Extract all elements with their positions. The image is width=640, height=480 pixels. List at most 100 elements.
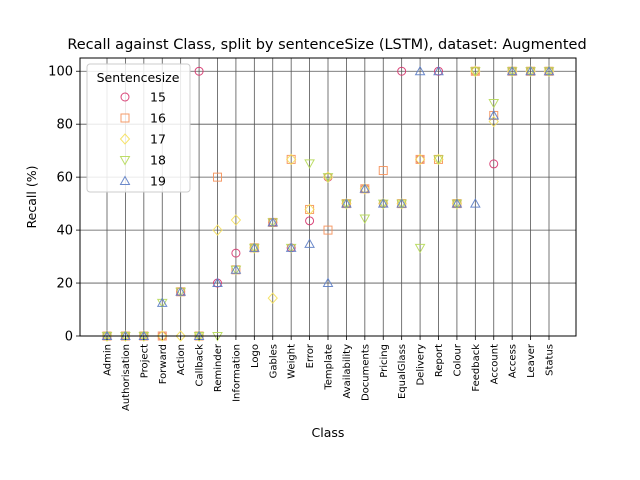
data-point — [397, 66, 407, 76]
x-tick-label: EqualGlass — [397, 344, 408, 399]
x-tick-label: Availability — [342, 344, 353, 399]
chart-title: Recall against Class, split by sentenceS… — [67, 37, 586, 53]
data-point — [359, 214, 371, 224]
data-point — [304, 238, 315, 248]
y-tick-label: 60 — [56, 171, 73, 186]
x-tick-label: Delivery — [416, 344, 427, 386]
data-point — [543, 65, 555, 76]
legend-label: 18 — [150, 153, 166, 168]
data-point — [414, 153, 426, 166]
x-tick-label: Information — [231, 344, 242, 402]
y-axis-label: Recall (%) — [24, 166, 39, 229]
x-tick-label: Template — [324, 344, 335, 391]
legend-item-15: 15 — [120, 90, 166, 105]
y-tick-label: 0 — [65, 330, 73, 345]
x-axis-label: Class — [312, 425, 345, 440]
legend-item-18: 18 — [119, 153, 166, 168]
data-point — [231, 248, 241, 258]
data-point — [285, 242, 297, 252]
x-tick-label: Feedback — [471, 344, 482, 392]
series-19 — [101, 65, 555, 340]
x-tick-label: Colour — [452, 343, 463, 376]
data-point — [213, 172, 222, 182]
data-point — [378, 166, 388, 176]
data-point — [377, 198, 389, 208]
legend-marker — [119, 175, 131, 185]
legend-label: 15 — [150, 90, 166, 105]
legend-marker — [119, 133, 131, 145]
data-point — [157, 330, 168, 342]
data-point — [489, 159, 499, 169]
data-point — [194, 66, 204, 76]
legend-item-17: 17 — [119, 132, 166, 147]
data-point — [414, 65, 426, 76]
data-point — [267, 216, 279, 227]
data-point — [304, 203, 315, 216]
grid — [80, 58, 576, 337]
legend: Sentencesize 15 16 17 18 19 — [86, 63, 191, 193]
data-point — [285, 153, 297, 166]
data-point — [175, 330, 186, 342]
x-tick-label: Weight — [287, 344, 298, 379]
data-point — [525, 65, 536, 76]
x-tick-label: Pricing — [379, 344, 390, 378]
legend-items: 15 16 17 18 19 — [119, 90, 166, 189]
data-point — [433, 65, 444, 76]
x-tick-label: Project — [139, 344, 150, 378]
x-axis: Admin Authorisation Project Forward Action Ca… — [103, 336, 556, 411]
data-point — [305, 216, 315, 226]
x-tick-label: Error — [305, 343, 316, 368]
legend-marker — [120, 92, 130, 102]
y-tick-label: 80 — [56, 118, 73, 133]
data-point — [322, 277, 334, 288]
y-tick-label: 40 — [56, 224, 73, 239]
data-point — [322, 173, 334, 183]
x-tick-label: Reminder — [213, 343, 224, 392]
x-tick-label: Access — [508, 344, 519, 378]
data-point — [323, 225, 333, 235]
x-tick-label: Status — [545, 344, 556, 376]
legend-title: Sentencesize — [97, 70, 180, 85]
data-point — [469, 67, 481, 77]
legend-item-16: 16 — [120, 111, 166, 126]
legend-frame — [86, 63, 191, 193]
y-tick-label: 100 — [48, 65, 73, 80]
x-tick-label: Action — [176, 344, 187, 375]
data-point — [488, 115, 499, 128]
data-point — [359, 183, 371, 193]
x-tick-label: Leaver — [526, 343, 537, 378]
data-point — [175, 286, 187, 296]
data-point — [414, 243, 426, 254]
data-point — [451, 198, 463, 208]
x-tick-label: Admin — [103, 344, 114, 376]
data-point — [359, 183, 371, 195]
data-point — [488, 109, 500, 120]
data-point — [230, 264, 242, 274]
data-point — [506, 65, 518, 76]
x-tick-label: Account — [489, 344, 500, 384]
x-tick-label: Callback — [195, 344, 206, 387]
data-point — [212, 224, 223, 236]
data-point — [267, 292, 278, 304]
x-tick-label: Forward — [158, 344, 169, 384]
data-point — [304, 159, 315, 169]
data-point — [156, 297, 168, 307]
legend-marker — [120, 113, 130, 123]
data-point — [469, 198, 481, 208]
legend-item-19: 19 — [119, 174, 166, 189]
y-axis: 0 20 40 60 80 100 — [48, 65, 80, 345]
data-point — [248, 242, 260, 252]
x-tick-label: Documents — [360, 344, 371, 401]
x-tick-label: Authorisation — [121, 344, 132, 411]
legend-label: 17 — [150, 132, 166, 147]
legend-label: 19 — [150, 174, 166, 189]
x-tick-label: Report — [434, 344, 445, 377]
legend-label: 16 — [150, 111, 166, 126]
x-tick-label: Gables — [268, 344, 279, 378]
data-point — [396, 198, 408, 208]
data-point — [341, 198, 352, 208]
data-point — [230, 214, 242, 226]
data-point — [488, 99, 500, 109]
data-point — [212, 277, 223, 288]
